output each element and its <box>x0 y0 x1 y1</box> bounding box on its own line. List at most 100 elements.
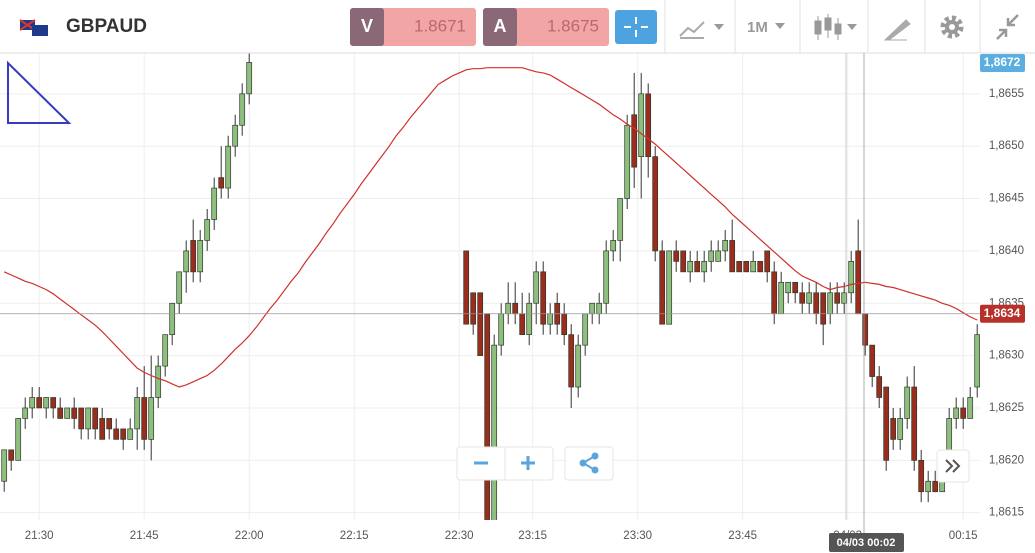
bid-button[interactable]: V 1.8671 <box>350 8 476 46</box>
candle-body <box>708 250 715 262</box>
candle-body <box>57 407 64 419</box>
candle-body <box>813 292 820 315</box>
candle-body <box>869 344 876 377</box>
x-tick-label: 21:30 <box>25 530 54 542</box>
ask-letter: A <box>494 16 507 36</box>
ask-button[interactable]: A 1.8675 <box>483 8 609 46</box>
candle-body <box>218 177 225 189</box>
timeframe-button[interactable]: 1M <box>747 19 785 36</box>
candle-body <box>722 240 729 252</box>
candle-body <box>967 397 974 419</box>
x-tick-label: 22:15 <box>340 530 369 542</box>
candle-body <box>617 198 624 241</box>
candle-body <box>680 250 687 273</box>
candle-body <box>659 250 666 325</box>
share-button[interactable] <box>564 446 614 481</box>
candle-body <box>575 344 582 388</box>
timeframe: 1M <box>747 19 768 36</box>
draw-button[interactable] <box>883 19 911 41</box>
candle-body <box>540 271 547 325</box>
candle-body <box>484 313 491 520</box>
y-tick-label: 1,8620 <box>989 454 1024 466</box>
candle-body <box>29 397 36 409</box>
candle-body <box>757 261 764 273</box>
y-tick-label: 1,8625 <box>989 402 1024 414</box>
candle-body <box>547 313 554 325</box>
candle-body <box>848 261 855 294</box>
chart-type-button[interactable] <box>679 21 724 39</box>
candle-body <box>477 292 484 356</box>
candle-body <box>841 292 848 304</box>
candle-body <box>183 250 190 273</box>
x-tick-label: 23:30 <box>623 530 652 542</box>
candle-body <box>120 428 127 440</box>
candle-body <box>666 250 673 325</box>
candle-body <box>162 334 169 367</box>
candle-body <box>736 261 743 273</box>
candle-body <box>512 302 519 315</box>
candle-body <box>239 93 246 126</box>
draw-icon <box>883 19 911 41</box>
zoom-in[interactable] <box>521 456 535 470</box>
candle-body <box>687 261 694 273</box>
crosshair-bg <box>615 10 657 44</box>
chart-type-icon <box>679 21 705 39</box>
y-tick-label: 1,8640 <box>989 245 1024 257</box>
candle-body <box>127 428 134 440</box>
y-tick-label: 1,8655 <box>989 88 1024 100</box>
y-tick-label: 1,8630 <box>989 350 1024 362</box>
scroll-right-button[interactable] <box>936 449 970 483</box>
candle-body <box>785 281 792 294</box>
candle-body <box>799 292 806 304</box>
candle-body <box>925 480 932 493</box>
candle-body <box>22 407 29 419</box>
candle-body <box>792 281 799 294</box>
candle-body <box>932 480 939 493</box>
collapse-button[interactable] <box>996 14 1019 40</box>
candle-body <box>71 407 78 419</box>
triangle-drawing[interactable] <box>7 60 72 124</box>
candle-body <box>533 271 540 304</box>
crosshair-button[interactable] <box>615 10 657 44</box>
settings-button[interactable] <box>940 15 964 39</box>
flag-au <box>32 25 48 36</box>
candle-body <box>246 62 253 95</box>
candle-body <box>890 418 897 440</box>
candle-body <box>582 313 589 346</box>
crosshair-icon <box>624 17 648 37</box>
price-tag <box>980 304 1025 323</box>
plot <box>1 53 980 520</box>
x-tick-label: 00:15 <box>949 530 978 542</box>
candle-body <box>155 365 162 398</box>
candle-style-button[interactable] <box>814 14 857 40</box>
candle-body <box>463 250 470 325</box>
candle-body <box>134 397 141 430</box>
zoom-controls <box>456 446 614 481</box>
y-tick-label: 1,8650 <box>989 140 1024 152</box>
candle-body <box>99 418 106 440</box>
candle-body <box>113 428 120 440</box>
candle-body <box>631 114 638 168</box>
candle-body <box>624 124 631 199</box>
candle-body <box>603 250 610 304</box>
top-price-tag <box>980 54 1025 72</box>
candle-body <box>211 187 218 220</box>
candle-body <box>904 386 911 419</box>
candle-body <box>589 302 596 315</box>
candle-body <box>883 386 890 461</box>
bid-letter: V <box>361 16 373 36</box>
ask-price: 1.8675 <box>547 16 599 35</box>
candle-body <box>610 240 617 252</box>
candle-body <box>491 344 498 520</box>
candle-body <box>204 219 211 241</box>
crosshair-label: 04/03 00:02 <box>837 537 896 549</box>
ask-letter-bg <box>483 8 517 46</box>
candle-body <box>743 261 750 273</box>
candle-body <box>652 156 659 252</box>
candle-body <box>862 313 869 346</box>
candle-body <box>834 292 841 304</box>
candle-body <box>764 250 771 273</box>
caret <box>714 24 724 30</box>
bid-letter-bg <box>350 8 384 46</box>
header: GBPAUD V 1.8671 A 1.8675 1M <box>0 0 1035 54</box>
